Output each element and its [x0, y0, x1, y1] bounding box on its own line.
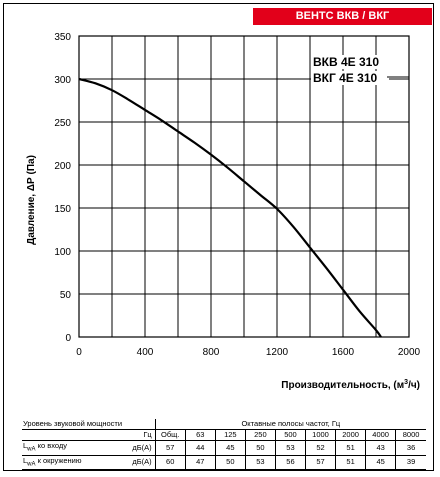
table-title: Уровень звуковой мощности [22, 419, 156, 430]
table-title-row: Уровень звуковой мощности Октавные полос… [22, 419, 426, 430]
table-row: LwA ко входу дБ(А) 57 44 45 50 53 52 51 43 36 [22, 440, 426, 456]
y-tick-labels: 0 50 100 150 200 250 300 350 [54, 32, 71, 344]
band-value: 53 [244, 455, 276, 470]
band-value: 45 [214, 440, 246, 456]
band-value: 51 [335, 440, 366, 456]
band-header: 250 [244, 429, 276, 441]
band-value: 47 [184, 455, 216, 470]
x-tick-label: 800 [203, 347, 220, 358]
y-tick-label: 350 [54, 32, 71, 43]
band-value: 53 [274, 440, 306, 456]
model-label-bg [311, 55, 389, 69]
model-label-bg [311, 71, 389, 85]
bands-row: Гц Общ. 63 125 250 500 1000 2000 4000 8000 [22, 429, 426, 441]
x-axis-label: Производительность, (м3/ч) [281, 379, 420, 391]
model-label: ВКВ 4Е 310 [313, 55, 379, 69]
y-tick-label: 300 [54, 75, 71, 86]
band-header: 4000 [365, 429, 396, 441]
band-value: 50 [244, 440, 276, 456]
y-tick-label: 0 [65, 333, 71, 344]
y-tick-label: 250 [54, 118, 71, 129]
band-header: 2000 [335, 429, 366, 441]
x-tick-label: 2000 [398, 347, 421, 358]
band-header: 1000 [304, 429, 336, 441]
row-unit: дБ(А) [112, 440, 156, 456]
blank-cell [22, 429, 113, 441]
grid-lines [79, 36, 409, 337]
x-tick-labels: 0 400 800 1200 1600 2000 [76, 347, 420, 358]
y-tick-label: 150 [54, 204, 71, 215]
model-label: ВКГ 4Е 310 [313, 71, 377, 85]
row-label: LwA к окружению [22, 455, 113, 470]
row-unit: дБ(А) [112, 455, 156, 470]
band-value: 45 [365, 455, 396, 470]
hz-unit: Гц [112, 429, 156, 441]
x-tick-label: 400 [137, 347, 154, 358]
row-total: 57 [154, 440, 186, 456]
y-tick-label: 100 [54, 247, 71, 258]
band-value: 52 [304, 440, 336, 456]
row-label: LwA ко входу [22, 440, 113, 456]
band-header: 125 [214, 429, 246, 441]
band-value: 57 [304, 455, 336, 470]
band-header: 8000 [395, 429, 426, 441]
total-header: Общ. [154, 429, 186, 441]
y-axis-label: Давление, ΔР (Па) [26, 155, 37, 245]
performance-curve-group [78, 77, 382, 338]
bands-title: Октавные полосы частот, Гц [154, 419, 426, 430]
model-labels: ВКВ 4Е 310 ВКГ 4Е 310 [311, 55, 409, 85]
band-value: 43 [365, 440, 396, 456]
x-tick-label: 1200 [266, 347, 289, 358]
band-value: 56 [274, 455, 306, 470]
chart-frame [3, 3, 434, 471]
x-tick-label: 1600 [332, 347, 355, 358]
band-header: 500 [274, 429, 306, 441]
band-value: 36 [395, 440, 426, 456]
band-value: 50 [214, 455, 246, 470]
band-value: 51 [335, 455, 366, 470]
x-tick-label: 0 [76, 347, 82, 358]
brand-banner: ВЕНТС ВКВ / ВКГ [253, 8, 432, 25]
sound-power-table: Уровень звуковой мощности Октавные полос… [22, 419, 426, 470]
y-tick-label: 200 [54, 161, 71, 172]
band-value: 44 [184, 440, 216, 456]
row-total: 60 [154, 455, 186, 470]
performance-curve [78, 77, 382, 338]
band-value: 39 [395, 455, 426, 470]
table-row: LwA к окружению дБ(А) 60 47 50 53 56 57 51 45 39 [22, 455, 426, 470]
plot-area-border [78, 35, 410, 338]
y-tick-label: 50 [60, 290, 72, 301]
band-header: 63 [184, 429, 216, 441]
